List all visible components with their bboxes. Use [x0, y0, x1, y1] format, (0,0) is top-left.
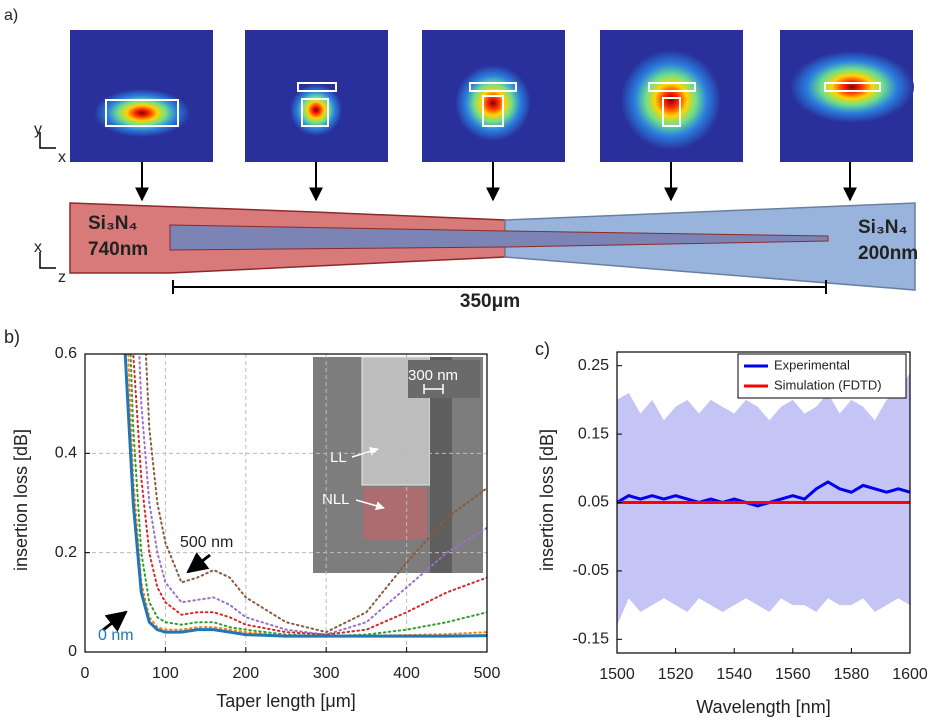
axes-icons: [39, 132, 56, 269]
y-tick-label: 0: [68, 643, 77, 660]
y-tick-label: 0.05: [578, 494, 609, 511]
inset-label: NLL: [322, 491, 350, 508]
taper: [69, 202, 916, 291]
x-tick-label: 0: [81, 665, 90, 682]
mode-images: [70, 30, 914, 162]
x-tick-label: 1580: [834, 666, 870, 683]
scale-bar: [172, 280, 827, 294]
legend-label: Simulation (FDTD): [774, 377, 882, 392]
annotation-arrow: [102, 610, 128, 632]
y-tick-label: -0.15: [573, 631, 610, 648]
panel-label: b): [4, 327, 20, 347]
y-axis-label: insertion loss [dB]: [11, 429, 31, 571]
x-tick-label: 200: [232, 665, 259, 682]
arrows: [135, 162, 857, 202]
y-axis-label: insertion loss [dB]: [537, 429, 557, 571]
y-tick-label: 0.4: [55, 445, 77, 462]
annotation: 500 nm: [180, 534, 233, 551]
x-tick-label: 400: [393, 665, 420, 682]
x-tick-label: 1500: [599, 666, 635, 683]
axis-label: y: [34, 121, 42, 138]
axis-label: x: [34, 239, 42, 256]
annotation-arrow: [186, 552, 211, 574]
thickness-label: 200nm: [858, 243, 918, 264]
material-label: Si₃N₄: [88, 213, 138, 234]
error-band: [617, 372, 910, 626]
material-label: Si₃N₄: [858, 217, 908, 238]
y-tick-label: 0.15: [578, 425, 609, 442]
legend-label: Experimental: [774, 357, 850, 372]
y-tick-label: 0.25: [578, 357, 609, 374]
x-tick-label: 1600: [892, 666, 928, 683]
inset-label: LL: [330, 449, 347, 466]
y-tick-label: -0.05: [573, 562, 610, 579]
series-line: [144, 354, 487, 634]
series-line: [129, 354, 487, 638]
x-axis-label: Wavelength [nm]: [696, 697, 830, 717]
series-line: [617, 480, 910, 508]
axis-label: x: [58, 149, 66, 166]
annotation: 0 nm: [98, 627, 134, 644]
axis-label: z: [58, 269, 66, 286]
x-tick-label: 1520: [658, 666, 694, 683]
x-tick-label: 1540: [716, 666, 752, 683]
legend-box: [737, 353, 907, 399]
plot-frame: [84, 353, 488, 653]
x-tick-label: 100: [152, 665, 179, 682]
x-tick-label: 1560: [775, 666, 811, 683]
x-tick-label: 500: [474, 665, 501, 682]
plot-area: [123, 354, 487, 638]
x-axis-label: Taper length [μm]: [216, 691, 355, 711]
panel-label: c): [535, 339, 550, 359]
plot-area: [617, 372, 910, 626]
series-line: [123, 354, 487, 638]
series-line: [132, 354, 487, 636]
scale-label: 300 nm: [408, 367, 458, 384]
x-tick-label: 300: [313, 665, 340, 682]
thickness-label: 740nm: [88, 239, 148, 260]
panel-label: a): [4, 7, 18, 24]
y-tick-label: 0.6: [55, 345, 77, 362]
y-tick-label: 0.2: [55, 544, 77, 561]
length-label: 350μm: [460, 291, 520, 312]
inset: [313, 356, 483, 573]
series-line: [138, 354, 487, 636]
